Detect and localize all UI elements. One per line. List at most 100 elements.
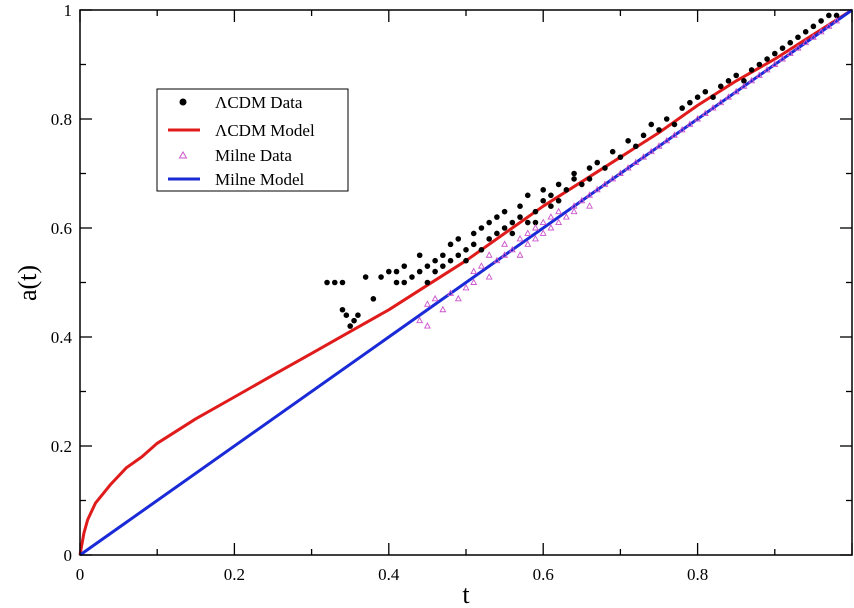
- cdm-data-point: [386, 268, 392, 275]
- cdm-data-point: [748, 67, 755, 73]
- cdm-data-point: [586, 176, 593, 182]
- milne-data-point: [477, 262, 485, 269]
- cdm-data-point: [343, 312, 350, 319]
- cdm-data-point: [440, 252, 446, 259]
- cdm-data-point: [463, 247, 469, 253]
- y-tick-label: 0.4: [51, 328, 73, 347]
- milne-data-point: [732, 87, 740, 95]
- cdm-data-point: [509, 219, 516, 226]
- milne-data-point: [562, 213, 570, 220]
- cdm-data-point: [416, 268, 423, 275]
- tick-marks: [79, 9, 853, 556]
- cdm-data-point: [540, 187, 546, 193]
- cdm-data-point: [351, 317, 357, 324]
- cdm-data-point: [818, 18, 824, 24]
- milne-data-point: [833, 16, 841, 24]
- milne-data-point: [725, 93, 732, 100]
- y-tick-label: 1: [64, 1, 73, 20]
- cdm-data-point: [756, 61, 763, 68]
- cdm-data-point: [663, 116, 670, 122]
- milne-data-point: [786, 49, 794, 57]
- milne-data-point: [493, 256, 501, 264]
- milne-data-point: [586, 191, 593, 198]
- cdm-data-point: [571, 170, 577, 177]
- x-tick-labels: 0 0.2 0.4 0.6 0.8: [76, 565, 708, 584]
- cdm-data-point: [609, 148, 616, 155]
- cdm-data-point: [463, 257, 469, 264]
- legend: ΛCDM Data ΛCDM Model Milne Data Milne Mo…: [156, 88, 349, 192]
- cdm-data-point: [494, 230, 500, 237]
- cdm-data-point: [617, 154, 624, 160]
- legend-label: Milne Model: [215, 170, 305, 189]
- milne-data-point: [555, 207, 563, 215]
- cdm-data-point: [401, 263, 408, 269]
- cdm-data-point: [424, 279, 431, 286]
- milne-data-point: [485, 251, 493, 258]
- milne-data-point: [547, 213, 555, 220]
- cdm-data-point: [478, 247, 485, 253]
- milne-data-point: [470, 267, 478, 275]
- cdm-data-point: [509, 230, 516, 237]
- cdm-data-point: [694, 94, 701, 100]
- cdm-data-point: [633, 143, 639, 150]
- cdm-data-point: [447, 257, 454, 264]
- milne-data-point: [640, 153, 648, 160]
- cdm-data-point: [548, 192, 554, 199]
- cdm-data-point: [586, 165, 593, 171]
- milne-data-point: [501, 240, 509, 247]
- legend-label: ΛCDM Model: [215, 121, 315, 140]
- cdm-data-point: [656, 127, 662, 133]
- milne-data-point: [485, 273, 493, 280]
- plot-area: [78, 8, 853, 557]
- milne-data-point: [524, 240, 532, 247]
- cdm-data-point: [702, 88, 709, 95]
- milne-data-point: [508, 245, 516, 253]
- milne-data-point: [431, 294, 439, 302]
- milne-data-point: [647, 147, 655, 155]
- x-tick-label: 0.8: [687, 565, 708, 584]
- milne-data-point: [817, 27, 825, 35]
- cdm-data-point: [625, 138, 631, 144]
- milne-data-point: [763, 66, 771, 73]
- milne-data-point: [439, 305, 447, 313]
- milne-data-point: [539, 218, 547, 226]
- cdm-data-point: [470, 241, 477, 248]
- cdm-data-point: [517, 214, 523, 220]
- milne-data-point: [539, 229, 547, 236]
- cdm-data-point: [517, 203, 523, 209]
- milne-data-point: [601, 180, 609, 187]
- milne-data-point: [748, 76, 756, 84]
- cdm-data-point: [339, 306, 346, 313]
- milne-data-point: [624, 164, 632, 171]
- milne-data-point: [447, 289, 455, 296]
- milne-data-point: [809, 33, 817, 40]
- milne-data-point: [470, 278, 478, 285]
- cdm-data-point: [440, 263, 446, 269]
- cdm-data-point: [494, 214, 500, 220]
- legend-marker-milne-data: [178, 151, 188, 159]
- cdm-data-point: [802, 29, 809, 35]
- legend-label: Milne Data: [215, 146, 292, 165]
- cdm-data-point: [378, 274, 384, 280]
- cdm-data-point: [764, 56, 770, 62]
- cdm-data-point: [324, 279, 330, 286]
- cdm-data-point: [409, 274, 415, 280]
- milne-data-point: [516, 251, 524, 258]
- cdm-data-point: [455, 236, 462, 242]
- x-tick-label: 0.4: [378, 565, 400, 584]
- y-tick-label: 0.6: [51, 219, 72, 238]
- cdm-data-point: [717, 83, 724, 90]
- cdm-data-point: [432, 268, 438, 275]
- milne-data-point: [670, 131, 678, 138]
- milne-data-point: [423, 300, 431, 307]
- milne-data-point: [779, 55, 786, 62]
- cdm-data-point: [501, 225, 508, 231]
- cdm-data-point: [594, 159, 601, 166]
- milne-data-point: [593, 185, 601, 193]
- cdm-data-point: [447, 241, 454, 248]
- milne-data-point: [423, 322, 431, 329]
- milne-data-point: [578, 196, 586, 204]
- cdm-data-point: [401, 279, 408, 286]
- milne-data-point: [771, 60, 779, 67]
- x-axis-label: t: [462, 580, 470, 608]
